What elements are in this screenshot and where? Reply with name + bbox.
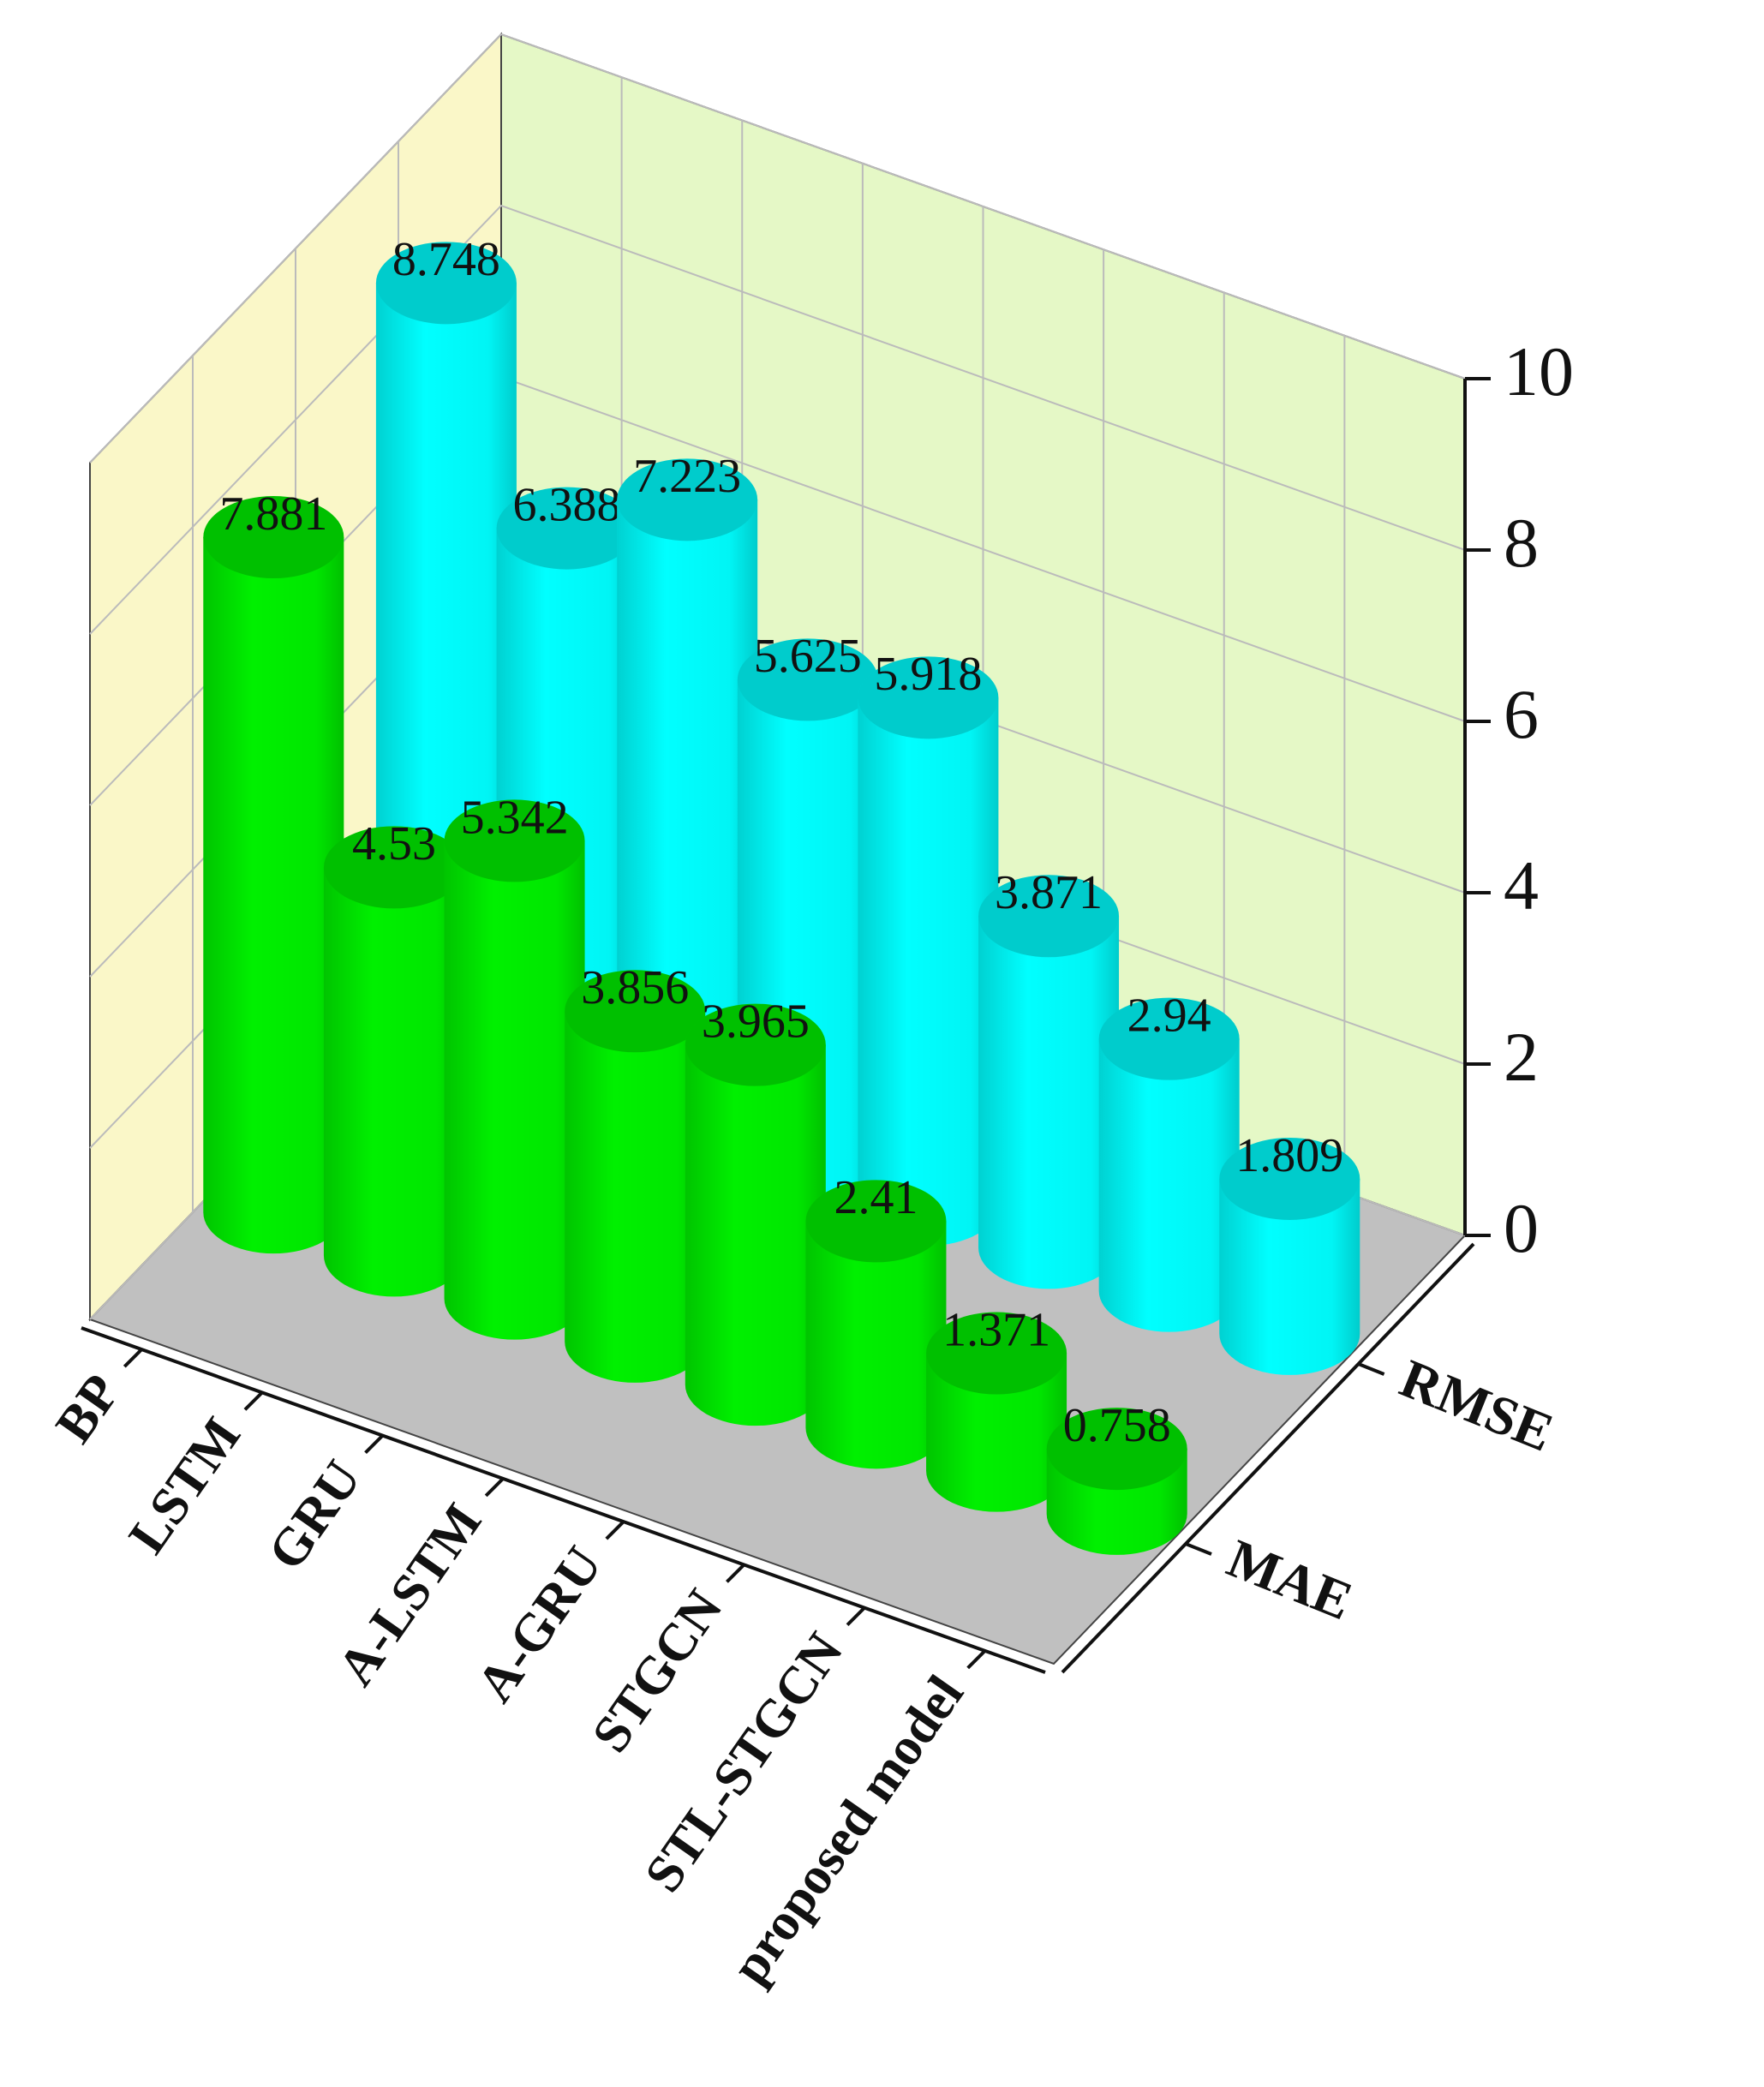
value-label: 2.41 — [834, 1171, 918, 1224]
value-label: 1.809 — [1235, 1129, 1343, 1182]
value-label: 6.388 — [513, 478, 621, 531]
x-axis — [81, 1326, 1046, 1674]
bar-top-shade — [737, 638, 878, 721]
y-tick-label: 0 — [1504, 1189, 1539, 1267]
series-label: MAE — [1219, 1528, 1360, 1632]
bar-top — [565, 970, 706, 1053]
x-tick — [846, 1606, 866, 1627]
bar-top-shade — [565, 970, 706, 1053]
x-tick — [966, 1649, 987, 1670]
bar-shade — [444, 840, 585, 1340]
bar-top — [1219, 1137, 1360, 1220]
bar-top — [203, 496, 344, 579]
bar-shade — [685, 1044, 826, 1426]
y-tick-label: 4 — [1504, 846, 1539, 924]
bar-top — [926, 1312, 1067, 1395]
grid-line — [89, 204, 1466, 635]
value-label: 5.342 — [461, 791, 569, 844]
value-label: 3.856 — [581, 961, 689, 1014]
y-tick-label: 6 — [1504, 675, 1539, 753]
value-label: 1.371 — [942, 1303, 1050, 1356]
x-tick-label: STGCN — [581, 1580, 733, 1763]
bar-shade — [1098, 1038, 1240, 1332]
bar-top-shade — [926, 1312, 1067, 1395]
bar-top — [444, 799, 585, 882]
bar-top — [805, 1180, 947, 1263]
bar-top-shade — [375, 242, 517, 325]
x-tick-label: A-GRU — [466, 1536, 613, 1712]
bar-top-shade — [203, 496, 344, 579]
x-tick — [123, 1348, 143, 1368]
series-label: RMSE — [1392, 1348, 1562, 1463]
y-tick-label: 8 — [1504, 504, 1539, 582]
bar-top — [858, 656, 999, 739]
bar-shade — [323, 867, 464, 1297]
bar-top-shade — [444, 799, 585, 882]
x-tick-label: A-LSTM — [326, 1493, 493, 1696]
x-tick — [484, 1477, 505, 1498]
bar-top — [737, 638, 878, 721]
bar-shade — [858, 697, 999, 1247]
value-label: 8.748 — [392, 233, 500, 286]
x-tick — [605, 1520, 625, 1540]
value-label: 3.871 — [995, 866, 1103, 919]
value-label: 5.625 — [754, 630, 862, 683]
grid-line — [89, 33, 1466, 463]
bar-shade — [926, 1353, 1067, 1512]
bar-top — [375, 242, 517, 325]
bar-top — [1046, 1408, 1187, 1491]
y-tick-label: 10 — [1504, 332, 1574, 410]
x-tick — [364, 1434, 384, 1455]
bar-top — [323, 826, 464, 909]
bar-top — [685, 1003, 826, 1086]
bar-top-shade — [496, 487, 637, 570]
bar-top-shade — [1219, 1137, 1360, 1220]
x-tick-label: LSTM — [118, 1408, 252, 1564]
y-tick-label: 2 — [1504, 1018, 1539, 1096]
value-label: 7.223 — [633, 450, 741, 503]
value-label: 2.94 — [1127, 989, 1211, 1042]
bar-shade — [203, 537, 344, 1254]
value-label: 3.965 — [702, 995, 810, 1048]
bar-top-shade — [685, 1003, 826, 1086]
value-label: 0.758 — [1063, 1399, 1171, 1452]
bar-top — [1098, 997, 1240, 1080]
value-label: 7.881 — [219, 487, 327, 541]
value-label: 4.53 — [352, 817, 436, 870]
z-axis — [1061, 1242, 1475, 1674]
x-tick-label: GRU — [257, 1450, 373, 1581]
bar-top-shade — [1098, 997, 1240, 1080]
bar-top — [978, 875, 1120, 958]
bar-top-shade — [1046, 1408, 1187, 1491]
x-tick — [243, 1390, 264, 1411]
bar-shade — [1219, 1178, 1360, 1375]
bar-top — [617, 458, 758, 541]
bar-shade — [805, 1221, 947, 1469]
bar-top — [496, 487, 637, 570]
x-tick-label: BP — [45, 1364, 131, 1453]
bar-top-shade — [323, 826, 464, 909]
z-tick — [1357, 1362, 1385, 1376]
z-tick — [1185, 1542, 1212, 1556]
bar-top-shade — [617, 458, 758, 541]
bar-shade — [978, 916, 1120, 1289]
bar-top-shade — [858, 656, 999, 739]
x-tick — [726, 1563, 745, 1583]
bar-top-shade — [805, 1180, 947, 1263]
value-label: 5.918 — [874, 648, 982, 701]
bar-shade — [565, 1011, 706, 1383]
bar-top-shade — [978, 875, 1120, 958]
